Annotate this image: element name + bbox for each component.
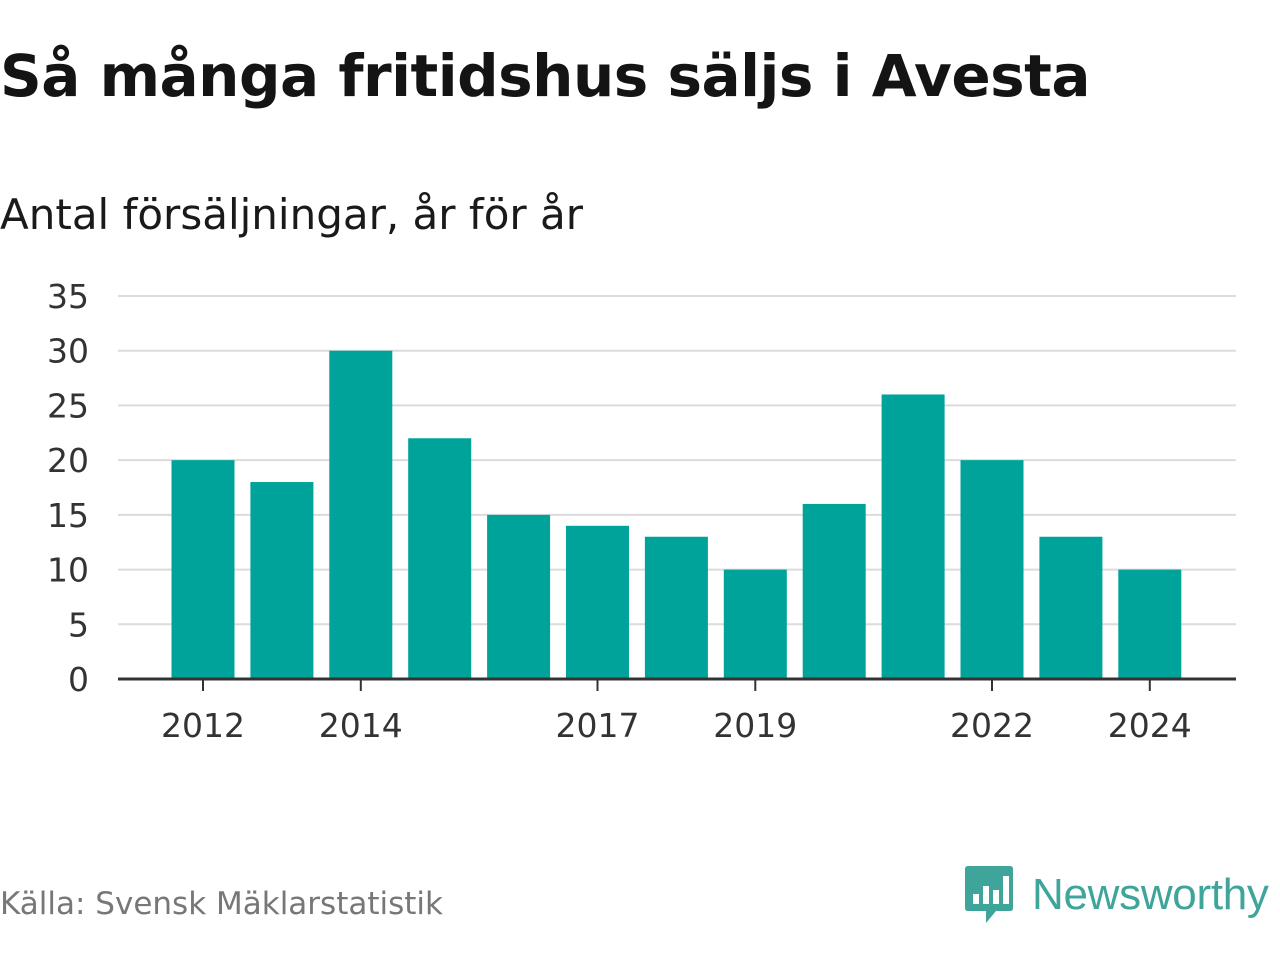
- chart-subtitle: Antal försäljningar, år för år: [0, 190, 584, 239]
- bar-2017: [566, 525, 629, 679]
- bar-2016: [487, 514, 551, 679]
- y-tick-label: 20: [47, 441, 89, 480]
- y-tick-label: 25: [47, 386, 89, 425]
- x-tick-label: 2014: [319, 706, 403, 745]
- newsworthy-logo-text: Newsworthy: [1032, 870, 1269, 919]
- bar-2018: [644, 536, 708, 679]
- newsworthy-logo-icon: [965, 866, 1013, 923]
- newsworthy-logo: Newsworthy: [964, 864, 1269, 926]
- y-tick-label: 10: [47, 551, 89, 590]
- x-axis-ticks: 2012 2014 2017 2019 2022 2024: [161, 679, 1192, 745]
- x-tick-label: 2019: [713, 706, 797, 745]
- y-axis-ticks: 0 5 10 15 20 25 30 35: [47, 277, 89, 699]
- bar-2012: [171, 460, 235, 679]
- bar-2014: [329, 350, 393, 679]
- source-note: Källa: Svensk Mäklarstatistik: [0, 886, 443, 922]
- bar-2024: [1118, 569, 1182, 679]
- bar-2021: [881, 394, 945, 679]
- bar-2022: [960, 460, 1024, 679]
- bar-2023: [1039, 536, 1103, 679]
- bar-2013: [250, 482, 314, 679]
- y-tick-label: 35: [47, 277, 89, 316]
- y-tick-label: 15: [47, 496, 89, 535]
- chart-title: Så många fritidshus säljs i Avesta: [0, 42, 1091, 110]
- bar-chart: 0 5 10 15 20 25 30 35 2012 2014 2017 2019 2022 2024: [47, 277, 1236, 745]
- y-tick-label: 30: [47, 332, 89, 371]
- y-tick-label: 5: [68, 605, 89, 644]
- bars: [171, 350, 1182, 679]
- x-tick-label: 2022: [950, 706, 1034, 745]
- y-tick-label: 0: [68, 660, 89, 699]
- bar-2019: [723, 569, 787, 679]
- bar-2020: [802, 503, 866, 679]
- x-tick-label: 2012: [161, 706, 245, 745]
- x-tick-label: 2017: [556, 706, 640, 745]
- x-tick-label: 2024: [1108, 706, 1192, 745]
- bar-2015: [408, 438, 472, 679]
